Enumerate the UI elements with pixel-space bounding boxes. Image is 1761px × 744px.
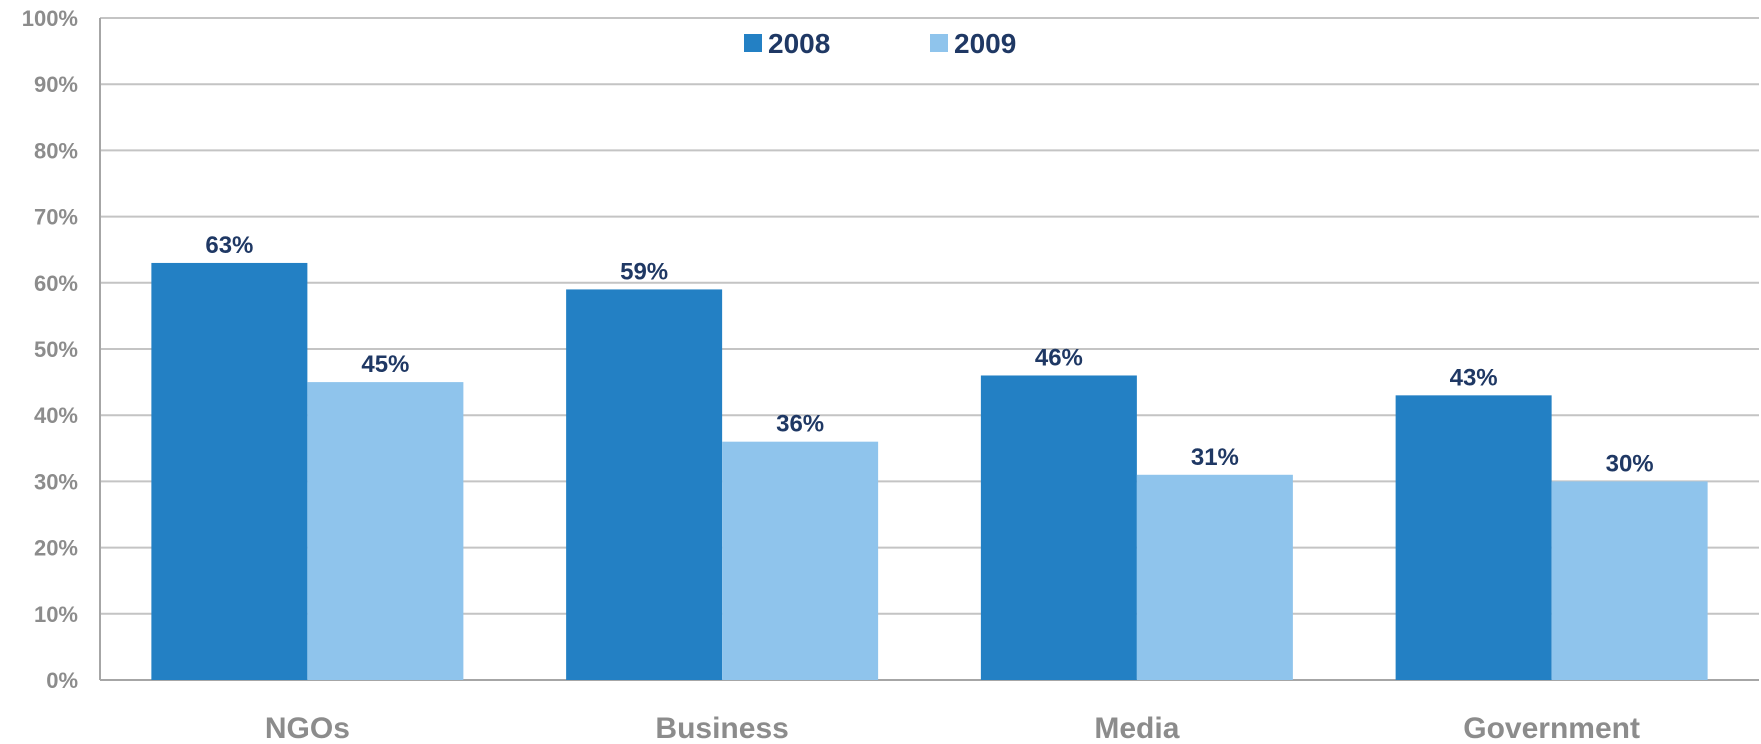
data-label-2008-government: 43% (1450, 364, 1498, 391)
bar-2008-media (980, 375, 1137, 680)
y-tick-label: 60% (34, 271, 78, 296)
y-tick-label: 20% (34, 536, 78, 561)
data-label-2008-media: 46% (1035, 344, 1083, 371)
data-label-2008-business: 59% (620, 258, 668, 285)
legend-label-2008: 2008 (768, 28, 830, 59)
bar-2008-ngos (151, 262, 308, 680)
legend-swatch-2009 (930, 34, 948, 52)
x-tick-label: Media (1094, 712, 1179, 744)
data-label-2009-government: 30% (1606, 450, 1654, 477)
legend-label-2009: 2009 (954, 28, 1016, 59)
bar-2008-business (566, 289, 723, 680)
y-tick-label: 80% (34, 138, 78, 163)
x-tick-label: NGOs (265, 712, 350, 744)
x-axis-ticks: NGOs Business Media Government (265, 712, 1640, 744)
bar-2009-government (1551, 481, 1708, 680)
x-tick-label: Business (655, 712, 788, 744)
data-labels: 63% 45% 59% 36% 46% 31% 43% 30% (205, 232, 1653, 477)
data-label-2008-ngos: 63% (205, 232, 253, 259)
y-tick-label: 90% (34, 72, 78, 97)
y-tick-label: 50% (34, 337, 78, 362)
bar-2008-government (1395, 395, 1552, 680)
data-label-2009-business: 36% (776, 411, 824, 438)
x-tick-label: Government (1463, 712, 1640, 744)
bars (151, 262, 1708, 680)
legend-swatch-2008 (744, 34, 762, 52)
y-tick-label: 0% (46, 668, 78, 693)
y-tick-label: 10% (34, 602, 78, 627)
legend: 2008 2009 (744, 28, 1016, 59)
bar-2009-media (1136, 474, 1293, 680)
y-axis-ticks: 0% 10% 20% 30% 40% 50% 60% 70% 80% 90% 100% (22, 6, 78, 693)
y-tick-label: 30% (34, 469, 78, 494)
data-label-2009-media: 31% (1191, 444, 1239, 471)
y-tick-label: 40% (34, 403, 78, 428)
bar-2009-ngos (307, 382, 464, 680)
y-tick-label: 100% (22, 6, 78, 31)
y-tick-label: 70% (34, 205, 78, 230)
bar-2009-business (722, 441, 879, 680)
data-label-2009-ngos: 45% (361, 351, 409, 378)
